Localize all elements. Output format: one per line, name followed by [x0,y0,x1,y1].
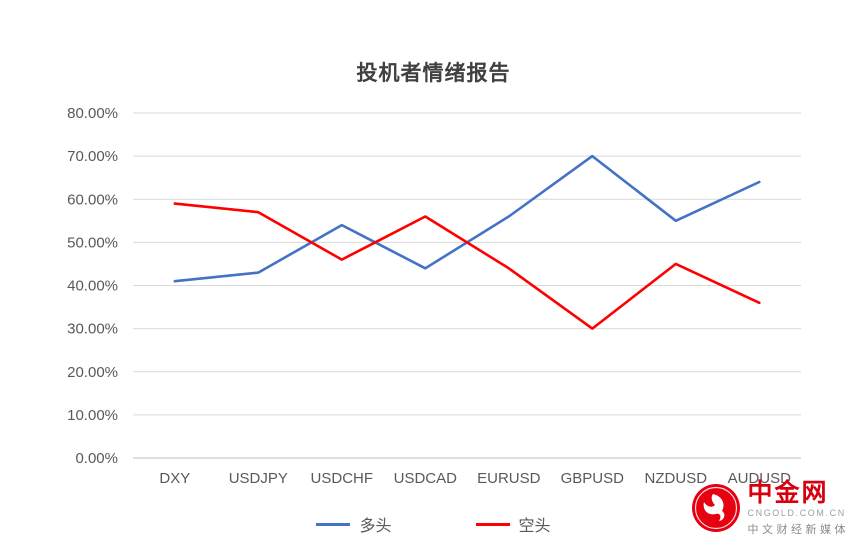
y-axis-tick-label: 80.00% [67,105,118,122]
y-axis-tick-label: 10.00% [67,407,118,424]
chart-legend: 多头 空头 [0,512,867,536]
legend-item-shorts: 空头 [475,512,551,536]
watermark-domain: CNGOLD.COM.CN [747,508,846,518]
watermark-brand: 中金网 [747,478,829,507]
legend-line-swatch-longs [316,522,351,526]
x-axis-category-label: USDJPY [229,470,288,487]
chart-title: 投机者情绪报告 [356,62,511,85]
x-axis-category-label: NZDUSD [645,470,708,487]
legend-label-longs: 多头 [359,518,392,535]
y-axis-tick-label: 0.00% [75,450,118,467]
x-axis-category-label: EURUSD [477,470,541,487]
y-axis-tick-label: 40.00% [67,278,118,295]
y-axis-tick-label: 50.00% [67,234,118,251]
x-axis-category-label: USDCHF [311,470,374,487]
watermark-tagline: 中文财经新媒体 [747,524,849,536]
legend-label-shorts: 空头 [518,518,551,535]
x-axis-category-label: DXY [159,470,190,487]
watermark-text-block: 中金网 CNGOLD.COM.CN 中文财经新媒体 [747,478,850,537]
legend-item-longs: 多头 [316,512,392,536]
x-axis-category-label: USDCAD [394,470,458,487]
series-line-空头 [173,202,761,330]
y-axis-tick-label: 60.00% [67,191,118,208]
y-axis-tick-label: 30.00% [67,321,118,338]
y-axis-tick-label: 20.00% [67,364,118,381]
cngold-watermark: 中金网 CNGOLD.COM.CN 中文财经新媒体 [691,478,850,537]
x-axis-category-label: GBPUSD [561,470,625,487]
y-axis-tick-label: 70.00% [67,148,118,165]
cngold-logo-icon [691,484,740,533]
series-line-多头 [173,154,761,283]
legend-line-swatch-shorts [475,522,510,526]
x-axis-category-label: AUDUSD [728,470,792,487]
